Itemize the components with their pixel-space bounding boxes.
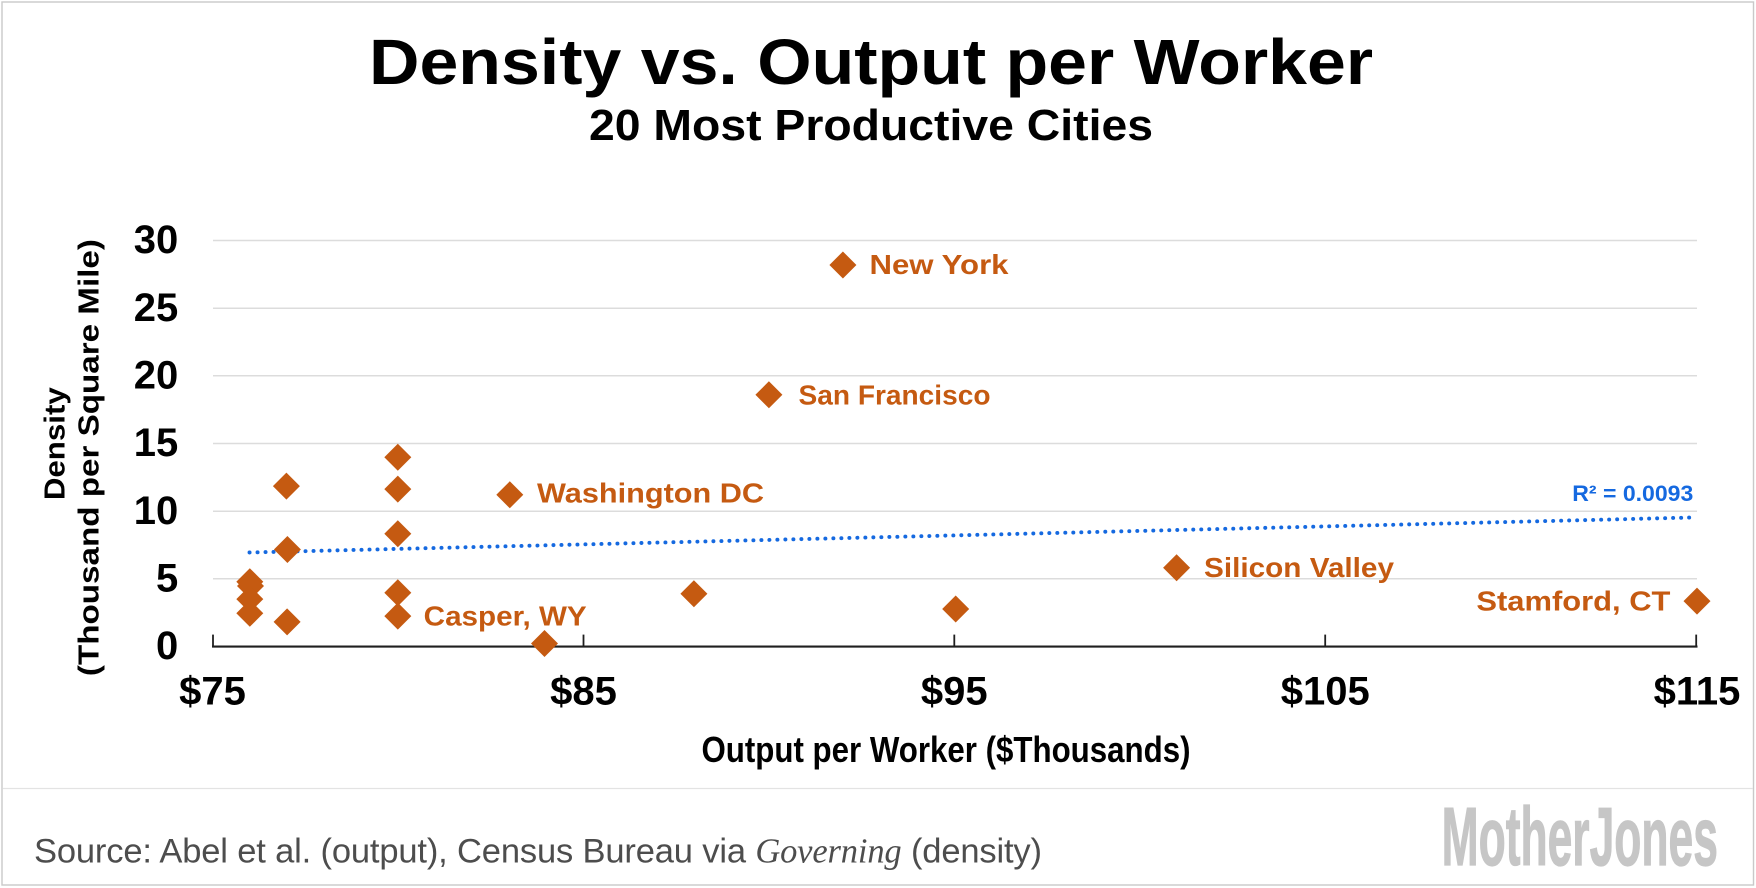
svg-text:$105: $105 <box>1281 670 1370 714</box>
svg-text:Stamford, CT: Stamford, CT <box>1476 586 1670 617</box>
svg-text:0: 0 <box>156 624 178 668</box>
svg-text:15: 15 <box>134 421 179 465</box>
svg-text:Casper, WY: Casper, WY <box>424 601 587 632</box>
svg-text:New York: New York <box>870 249 1009 280</box>
svg-text:Output per Worker ($Thousands): Output per Worker ($Thousands) <box>702 729 1191 770</box>
svg-text:20: 20 <box>134 353 179 397</box>
svg-text:MotherJones: MotherJones <box>1442 791 1718 883</box>
svg-text:Silicon Valley: Silicon Valley <box>1204 552 1394 583</box>
svg-text:$115: $115 <box>1654 670 1741 714</box>
svg-text:Washington DC: Washington DC <box>537 477 764 508</box>
svg-text:(Thousand per Square Mile): (Thousand per Square Mile) <box>73 239 105 676</box>
svg-text:20 Most Productive Cities: 20 Most Productive Cities <box>589 101 1153 150</box>
svg-text:10: 10 <box>134 489 179 533</box>
svg-text:$85: $85 <box>550 670 617 714</box>
svg-text:R² = 0.0093: R² = 0.0093 <box>1572 481 1693 506</box>
svg-text:San Francisco: San Francisco <box>799 379 991 410</box>
svg-text:Density vs. Output per Worker: Density vs. Output per Worker <box>369 26 1373 98</box>
svg-text:Density: Density <box>39 387 71 500</box>
svg-text:5: 5 <box>156 556 178 600</box>
svg-text:25: 25 <box>134 286 179 330</box>
svg-text:Source: Abel et al. (output),: Source: Abel et al. (output), Census Bur… <box>34 833 1042 871</box>
svg-text:$75: $75 <box>179 670 246 714</box>
svg-text:30: 30 <box>134 218 179 262</box>
svg-text:$95: $95 <box>921 670 988 714</box>
